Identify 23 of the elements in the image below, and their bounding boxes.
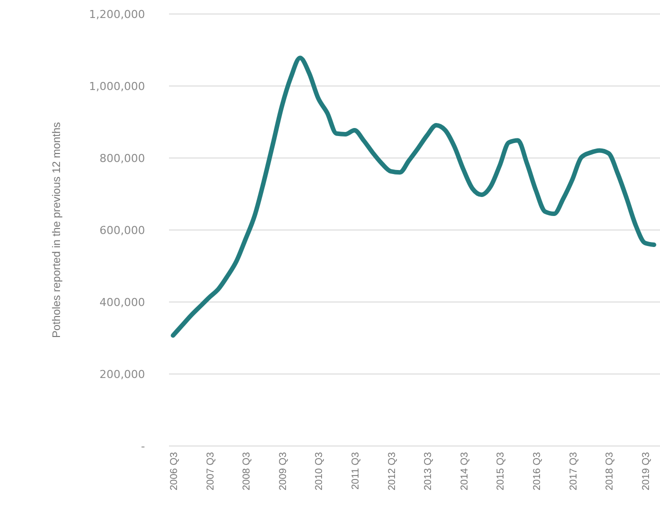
y-axis-title: Potholes reported in the previous 12 months xyxy=(51,122,63,338)
x-tick-label: 2008 Q3 xyxy=(242,452,253,490)
y-tick-label: 1,000,000 xyxy=(89,80,145,93)
x-tick-label: 2016 Q3 xyxy=(532,452,544,490)
x-tick-label: 2019 Q3 xyxy=(640,452,652,490)
y-tick-label: 200,000 xyxy=(100,368,145,381)
y-tick-label: 1,200,000 xyxy=(89,8,145,21)
x-tick-label: 2010 Q3 xyxy=(314,452,326,490)
y-tick-label: 600,000 xyxy=(100,224,145,237)
x-tick-label: 2007 Q3 xyxy=(205,452,216,490)
y-tick-label: - xyxy=(141,440,146,453)
x-tick-label: 2015 Q3 xyxy=(496,452,507,490)
x-tick-label: 2017 Q3 xyxy=(568,452,580,490)
x-tick-label: 2009 Q3 xyxy=(278,452,289,490)
y-tick-label: 800,000 xyxy=(100,152,145,165)
x-tick-label: 2018 Q3 xyxy=(604,452,616,490)
x-tick-label: 2014 Q3 xyxy=(459,452,470,490)
x-tick-label: 2006 Q3 xyxy=(169,452,180,490)
x-tick-label: 2013 Q3 xyxy=(423,452,434,490)
x-tick-label: 2011 Q3 xyxy=(350,452,362,490)
y-tick-label: 400,000 xyxy=(100,296,145,309)
x-tick-label: 2012 Q3 xyxy=(386,452,398,490)
line-series xyxy=(170,56,656,338)
